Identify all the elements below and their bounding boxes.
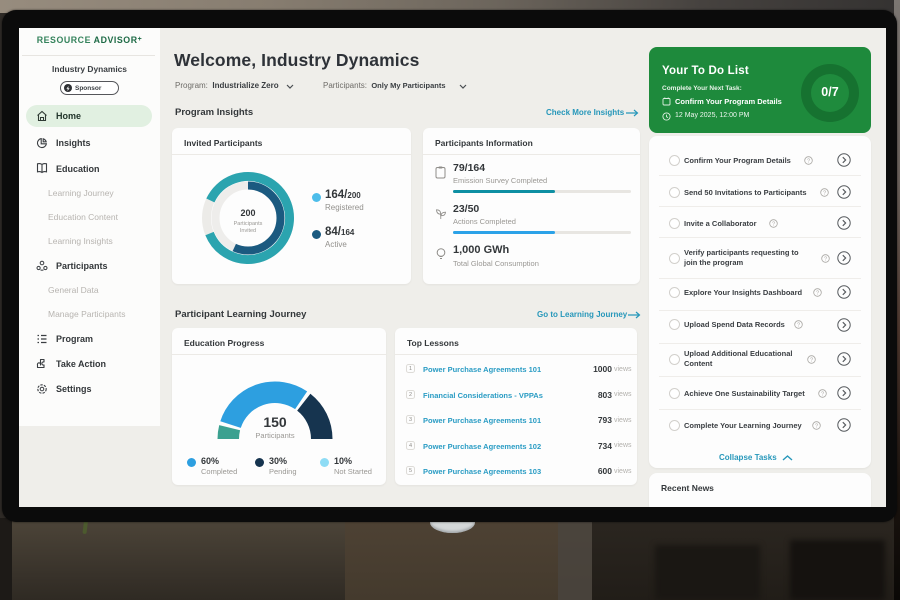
- svg-text:?: ?: [815, 423, 818, 429]
- svg-text:?: ?: [807, 158, 810, 164]
- svg-text:?: ?: [821, 391, 824, 397]
- svg-text:?: ?: [772, 221, 775, 227]
- svg-text:?: ?: [810, 357, 813, 363]
- svg-text:?: ?: [824, 256, 827, 262]
- svg-text:?: ?: [823, 190, 826, 196]
- svg-text:?: ?: [816, 290, 819, 296]
- svg-text:?: ?: [797, 323, 800, 329]
